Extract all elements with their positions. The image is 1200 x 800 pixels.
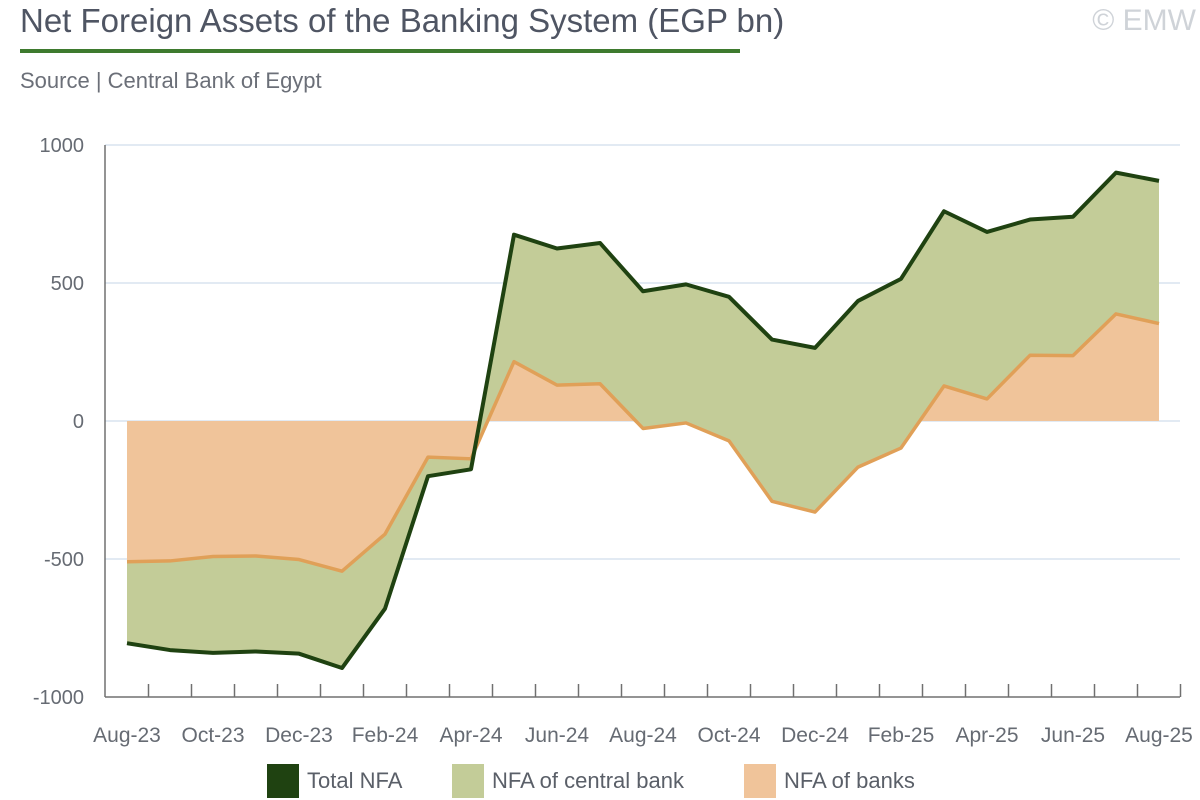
y-tick-label: 0 [73, 411, 84, 433]
x-tick-label: Jun-24 [525, 724, 590, 747]
chart-legend: Total NFA NFA of central bank NFA of ban… [0, 762, 1200, 800]
x-tick-label: Oct-24 [697, 724, 760, 747]
y-tick-label: 1000 [40, 135, 85, 157]
legend-item-banks: NFA of banks [744, 762, 915, 800]
x-tick-label: Feb-25 [868, 724, 935, 747]
y-tick-label: -1000 [33, 687, 84, 709]
area-nfa-central-bank [127, 172, 1159, 669]
x-tick-label: Apr-24 [439, 724, 502, 747]
legend-label-banks: NFA of banks [784, 768, 915, 793]
legend-swatch-total-nfa [267, 764, 299, 798]
x-tick-label: Aug-25 [1125, 724, 1193, 747]
copyright-watermark: © EMW [1092, 4, 1196, 37]
x-tick-label: Aug-24 [609, 724, 677, 747]
x-tick-label: Dec-23 [265, 724, 333, 747]
legend-swatch-banks [744, 764, 776, 798]
series-lines [126, 170, 1160, 671]
y-tick-label: 500 [51, 273, 84, 295]
area-fills [127, 172, 1159, 669]
line-nfa-banks [126, 312, 1160, 573]
title-underline [20, 49, 740, 53]
x-tick-label: Oct-23 [181, 724, 244, 747]
source-note: Source | Central Bank of Egypt [20, 68, 322, 93]
axes [104, 145, 1182, 698]
line-total-nfa [126, 170, 1160, 671]
x-tick-label: Feb-24 [352, 724, 419, 747]
area-nfa-banks [127, 313, 1159, 572]
legend-swatch-central-bank [452, 764, 484, 798]
legend-label-central-bank: NFA of central bank [492, 768, 684, 793]
x-tick-label: Jun-25 [1041, 724, 1105, 747]
x-tick-label: Aug-23 [93, 724, 161, 747]
tick-labels: 1000 500 0 -500 -1000 Aug-23 Oct-23 Dec-23 Feb-2… [33, 135, 1193, 747]
x-tick-label: Apr-25 [955, 724, 1018, 747]
chart-title: Net Foreign Assets of the Banking System… [20, 2, 785, 39]
y-tick-label: -500 [44, 549, 84, 571]
legend-label-total-nfa: Total NFA [307, 768, 403, 793]
legend-item-total-nfa: Total NFA [267, 762, 402, 800]
x-tick-label: Dec-24 [781, 724, 849, 747]
nfa-area-chart: 1000 500 0 -500 -1000 Aug-23 Oct-23 Dec-23 Feb-2… [33, 135, 1193, 747]
legend-item-central-bank: NFA of central bank [452, 762, 684, 800]
